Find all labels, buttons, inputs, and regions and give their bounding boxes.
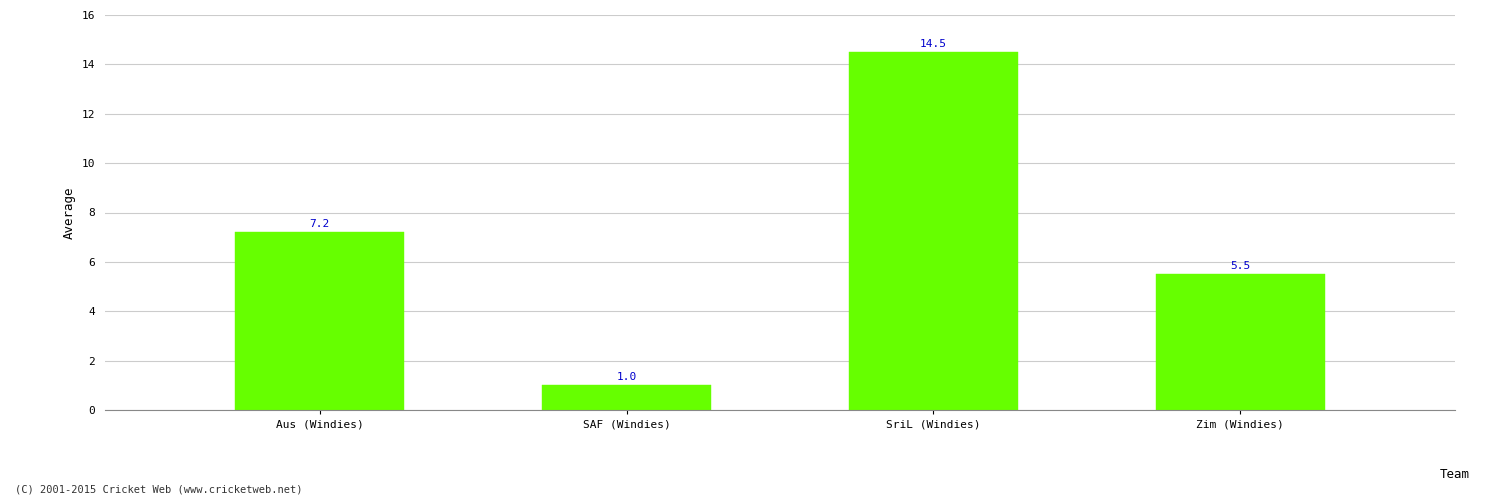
Text: (C) 2001-2015 Cricket Web (www.cricketweb.net): (C) 2001-2015 Cricket Web (www.cricketwe… [15, 485, 303, 495]
Text: 5.5: 5.5 [1230, 262, 1251, 272]
Bar [236, 232, 404, 410]
Bar [542, 386, 711, 410]
Text: Team: Team [1440, 468, 1470, 480]
Bar [1156, 274, 1324, 410]
Text: 7.2: 7.2 [309, 220, 330, 230]
Bar [849, 52, 1018, 410]
Text: 1.0: 1.0 [616, 372, 636, 382]
Y-axis label: Average: Average [63, 186, 76, 239]
Text: 14.5: 14.5 [920, 39, 946, 49]
